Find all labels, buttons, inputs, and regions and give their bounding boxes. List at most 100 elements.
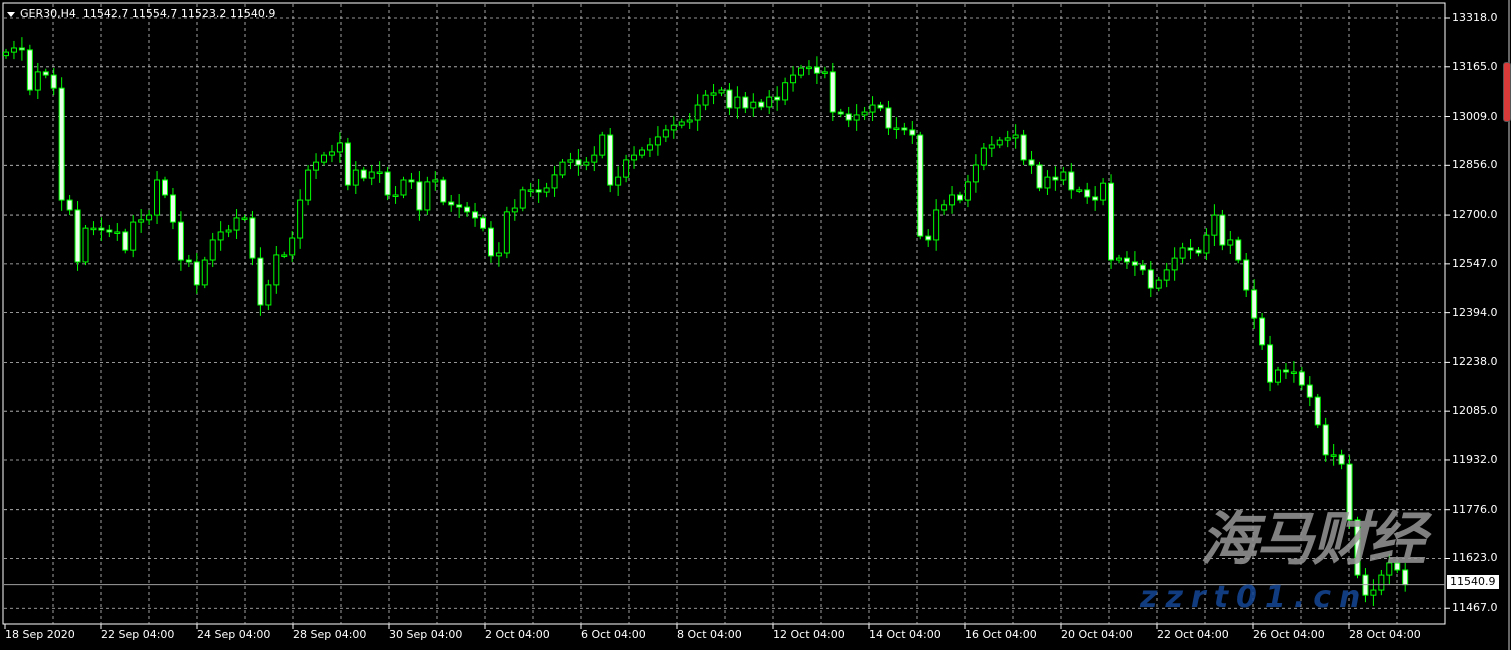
candle-bull [941, 204, 948, 211]
candle-bull [599, 134, 606, 156]
candle-bull [710, 92, 717, 96]
candle-bull [1211, 214, 1218, 236]
candle-bear [1251, 289, 1258, 319]
candle-bear [1243, 259, 1250, 291]
candle-bull [495, 252, 502, 257]
candle-bear [1322, 424, 1329, 456]
candle-bear [58, 87, 65, 201]
candle-bull [519, 189, 526, 209]
candle-bull [511, 207, 518, 213]
candle-bull [241, 217, 248, 220]
candle-bull [782, 82, 789, 101]
x-tick-label: 18 Sep 2020 [5, 628, 75, 641]
candle-bull [1330, 454, 1337, 457]
candle-bear [917, 134, 924, 237]
candle-bear [106, 229, 113, 233]
candle-bear [448, 201, 455, 206]
candle-bear [487, 227, 494, 257]
candle-bull [503, 211, 510, 254]
candle-bear [901, 127, 908, 131]
candle-bull [972, 164, 979, 183]
candle-bull [217, 231, 224, 241]
candle-bull [591, 154, 598, 163]
candle-bear [1147, 269, 1154, 289]
candle-bear [726, 89, 733, 109]
candle-bull [766, 96, 773, 108]
candle-bear [440, 179, 447, 203]
candle-bull [1275, 369, 1281, 383]
candle-bear [1306, 384, 1313, 398]
candle-bull [34, 71, 41, 91]
y-tick-label: 12394.0 [1452, 305, 1498, 319]
candle-bear [1235, 239, 1242, 261]
candle-bear [742, 96, 749, 109]
candle-bull [1004, 137, 1011, 141]
candle-bull [225, 229, 232, 233]
candle-bull [551, 174, 558, 189]
x-tick-label: 22 Oct 04:00 [1157, 628, 1229, 641]
candle-bull [130, 221, 137, 251]
candle-bull [138, 219, 145, 223]
candle-bear [885, 107, 892, 129]
x-tick-label: 2 Oct 04:00 [485, 628, 550, 641]
symbol-timeframe: GER30,H4 [20, 7, 76, 20]
candle-bull [1044, 176, 1051, 189]
candle-bull [869, 104, 876, 113]
candle-bull [678, 121, 685, 126]
candle-bull [686, 119, 693, 123]
candle-bear [169, 194, 176, 223]
dropdown-triangle-icon[interactable] [7, 11, 15, 17]
candle-bear [877, 104, 884, 109]
candle-bear [1314, 396, 1321, 426]
candle-bull [988, 144, 995, 149]
candle-bear [472, 211, 479, 219]
candle-bull [1116, 257, 1122, 261]
candle-bear [50, 74, 57, 89]
candle-bull [639, 149, 645, 156]
x-tick-label: 6 Oct 04:00 [581, 628, 646, 641]
candle-bear [1084, 189, 1091, 198]
candle-bear [1298, 371, 1305, 386]
candle-bull [1386, 562, 1393, 576]
y-tick-label: 11623.0 [1452, 551, 1498, 565]
candle-bull [559, 161, 566, 176]
candle-bull [352, 169, 359, 186]
candle-bull [1163, 269, 1170, 281]
candle-bull [424, 181, 431, 211]
candle-bull [750, 101, 757, 109]
candle-bull [980, 147, 987, 166]
candle-bear [1052, 176, 1059, 181]
candle-bull [567, 159, 574, 163]
candle-bear [360, 169, 367, 179]
candle-bull [201, 259, 208, 286]
candle-bear [480, 217, 486, 229]
candle-bull [798, 67, 804, 76]
candle-bear [758, 101, 765, 108]
candle-bear [464, 206, 471, 213]
y-tick-label: 13009.0 [1452, 109, 1498, 123]
chart-shift-marker[interactable] [1503, 62, 1511, 122]
candle-bull [1076, 189, 1083, 192]
candle-bull [861, 111, 868, 116]
candle-bear [607, 134, 614, 186]
candle-bear [66, 199, 73, 211]
candle-bull [400, 179, 407, 196]
candle-bear [1394, 562, 1401, 571]
x-tick-label: 28 Sep 04:00 [293, 628, 367, 641]
candle-bull [694, 104, 701, 121]
candle-bear [837, 111, 844, 115]
x-tick-label: 28 Oct 04:00 [1349, 628, 1421, 641]
candle-bear [1346, 463, 1353, 521]
candle-bear [535, 189, 542, 193]
candle-bear [813, 66, 820, 74]
y-tick-label: 12700.0 [1452, 208, 1498, 222]
candle-bear [1123, 257, 1130, 263]
candle-bull [1227, 239, 1234, 246]
candle-bull [853, 114, 860, 121]
candle-bull [154, 179, 161, 216]
y-tick-label: 11776.0 [1452, 502, 1498, 516]
candle-bull [583, 161, 590, 166]
candle-bull [432, 179, 439, 183]
candle-bear [18, 47, 25, 51]
